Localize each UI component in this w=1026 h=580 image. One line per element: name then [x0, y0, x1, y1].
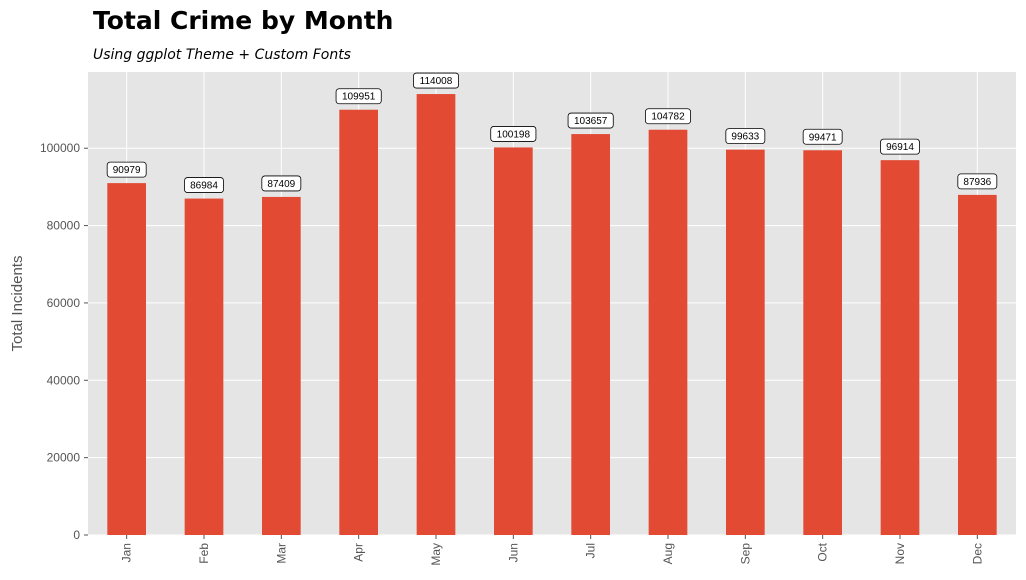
data-label-box — [645, 108, 692, 125]
x-tick-label: Jun — [506, 543, 520, 562]
x-tick-label: Jan — [120, 543, 134, 562]
bar — [339, 109, 378, 536]
x-tick-label: Sep — [738, 543, 752, 565]
plot-panel — [88, 72, 1016, 535]
bar — [107, 183, 146, 535]
chart-title: Total Crime by Month — [93, 6, 394, 35]
x-tick-label: Aug — [661, 543, 675, 564]
bar — [648, 129, 688, 535]
y-tick-label: 60000 — [47, 296, 81, 310]
data-label: 87409 — [267, 179, 295, 190]
data-label: 104782 — [651, 112, 685, 123]
x-tick-label: Feb — [197, 543, 211, 564]
y-tick-label: 100000 — [40, 141, 80, 155]
data-label: 99633 — [731, 132, 759, 143]
data-label: 103657 — [574, 116, 608, 127]
chart-subtitle: Using ggplot Theme + Custom Fonts — [93, 47, 351, 63]
data-label-box — [725, 128, 766, 145]
bar — [726, 149, 765, 536]
bar — [184, 198, 224, 535]
x-tick-label: Mar — [274, 543, 288, 564]
data-label-box — [184, 177, 224, 193]
x-tick-label: Dec — [970, 543, 984, 564]
x-tick-label: Jul — [584, 543, 598, 558]
data-label: 99471 — [809, 132, 837, 143]
data-label-box — [490, 126, 537, 142]
y-tick-label: 0 — [73, 528, 80, 542]
data-label-box — [261, 175, 302, 192]
data-label: 90979 — [113, 165, 141, 176]
data-label: 86984 — [190, 181, 218, 192]
data-label-box — [335, 88, 382, 105]
data-label-box — [412, 72, 459, 89]
x-tick-label: Apr — [352, 543, 366, 562]
data-label: 100198 — [497, 129, 531, 140]
y-tick-label: 20000 — [47, 451, 81, 465]
bar — [262, 196, 301, 535]
x-tick-label: May — [429, 543, 443, 566]
bar — [958, 194, 997, 535]
data-label-box — [567, 112, 614, 129]
y-tick-label: 40000 — [47, 373, 81, 387]
data-label: 109951 — [342, 92, 376, 103]
x-tick-label: Oct — [816, 542, 830, 561]
data-label-box — [880, 138, 920, 155]
y-axis-label: Total Incidents — [9, 256, 26, 352]
data-label-box — [802, 128, 843, 145]
bar — [416, 94, 456, 535]
data-label-box — [106, 161, 147, 178]
bar — [494, 147, 533, 535]
bar — [880, 160, 920, 535]
x-tick-label: Nov — [893, 543, 907, 564]
y-tick-label: 80000 — [47, 219, 81, 233]
data-label: 87936 — [963, 177, 991, 188]
bar — [571, 134, 610, 535]
data-label: 96914 — [886, 142, 914, 153]
data-label: 114008 — [420, 76, 453, 87]
bar — [803, 150, 842, 535]
data-label-box — [957, 173, 998, 190]
